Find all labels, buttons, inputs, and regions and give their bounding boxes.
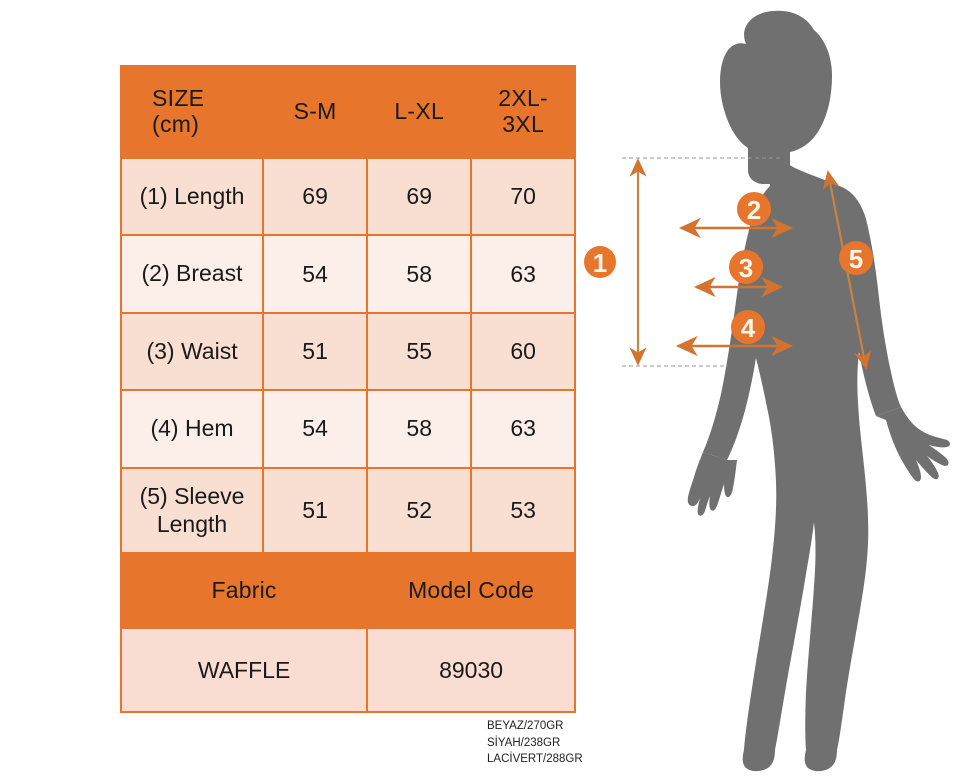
cell-length-s-m: 69 xyxy=(264,158,367,235)
header-size-cm: SIZE (cm) xyxy=(122,67,263,157)
cell-length-2xl-3xl: 70 xyxy=(472,158,574,235)
marker-2: 2 xyxy=(737,192,771,226)
table-header-row: SIZE (cm) S-M L-XL 2XL- 3XL xyxy=(122,67,574,157)
fabric-model-value-row: WAFFLE 89030 xyxy=(122,629,574,711)
row-label-length: (1) Length xyxy=(122,158,263,235)
cell-hem-s-m: 54 xyxy=(264,391,367,467)
marker-5: 5 xyxy=(839,241,873,275)
length-guide-lines xyxy=(622,157,781,367)
cell-waist-2xl-3xl: 60 xyxy=(472,313,574,390)
cell-breast-l-xl: 58 xyxy=(368,236,471,312)
cell-waist-s-m: 51 xyxy=(264,313,367,390)
header-col-2xl-3xl: 2XL- 3XL xyxy=(472,67,574,157)
cell-model-code-value: 89030 xyxy=(368,629,574,711)
header-fabric: Fabric xyxy=(122,554,367,628)
female-silhouette-icon xyxy=(687,10,950,772)
footnote-line-siyah: SİYAH/238GR xyxy=(487,736,561,749)
cell-breast-s-m: 54 xyxy=(264,236,367,312)
fabric-model-header-row: Fabric Model Code xyxy=(122,554,574,628)
marker-4-label: 4 xyxy=(741,313,756,343)
cell-waist-l-xl: 55 xyxy=(368,313,471,390)
marker-5-label: 5 xyxy=(849,244,863,274)
cell-length-l-xl: 69 xyxy=(368,158,471,235)
header-col3-line1: 2XL- xyxy=(498,85,549,112)
footnote-line-lacivert: LACİVERT/288GR xyxy=(487,753,583,766)
marker-2-label: 2 xyxy=(747,195,761,225)
table-row: (1) Length 69 69 70 xyxy=(122,158,574,235)
marker-1-label: 1 xyxy=(593,248,607,278)
header-size-line1: SIZE xyxy=(152,85,205,112)
header-size-line2: (cm) xyxy=(152,110,200,137)
cell-sleeve-l-xl: 52 xyxy=(368,468,471,553)
size-chart-table-container: SIZE (cm) S-M L-XL 2XL- 3XL (1) Length 6… xyxy=(120,65,576,713)
header-col3-line2: 3XL xyxy=(502,110,545,137)
marker-3-label: 3 xyxy=(739,253,753,283)
marker-4: 4 xyxy=(731,310,765,344)
header-col-l-xl: L-XL xyxy=(368,67,471,157)
table-row: (3) Waist 51 55 60 xyxy=(122,313,574,390)
row-label-hem: (4) Hem xyxy=(122,391,263,467)
measurement-figure: 1 2 3 4 5 xyxy=(576,0,974,776)
row-label-sleeve-line1: (5) Sleeve xyxy=(139,482,245,509)
cell-fabric-value: WAFFLE xyxy=(122,629,367,711)
table-row: (4) Hem 54 58 63 xyxy=(122,391,574,467)
marker-1: 1 xyxy=(584,246,616,278)
table-row: (5) Sleeve Length 51 52 53 xyxy=(122,468,574,553)
header-col-s-m: S-M xyxy=(264,67,367,157)
row-label-waist: (3) Waist xyxy=(122,313,263,390)
header-model-code: Model Code xyxy=(368,554,574,628)
cell-hem-2xl-3xl: 63 xyxy=(472,391,574,467)
table-row: (2) Breast 54 58 63 xyxy=(122,236,574,312)
row-label-sleeve-length: (5) Sleeve Length xyxy=(122,468,263,553)
cell-sleeve-2xl-3xl: 53 xyxy=(472,468,574,553)
row-label-breast: (2) Breast xyxy=(122,236,263,312)
row-label-sleeve-line2: Length xyxy=(156,510,228,537)
footnote-line-beyaz: BEYAZ/270GR xyxy=(487,720,564,732)
marker-3: 3 xyxy=(729,250,763,284)
cell-breast-2xl-3xl: 63 xyxy=(472,236,574,312)
size-chart-table: SIZE (cm) S-M L-XL 2XL- 3XL (1) Length 6… xyxy=(120,65,576,713)
fabric-weight-footnote: BEYAZ/270GR SİYAH/238GR LACİVERT/288GR xyxy=(487,718,583,768)
cell-sleeve-s-m: 51 xyxy=(264,468,367,553)
cell-hem-l-xl: 58 xyxy=(368,391,471,467)
